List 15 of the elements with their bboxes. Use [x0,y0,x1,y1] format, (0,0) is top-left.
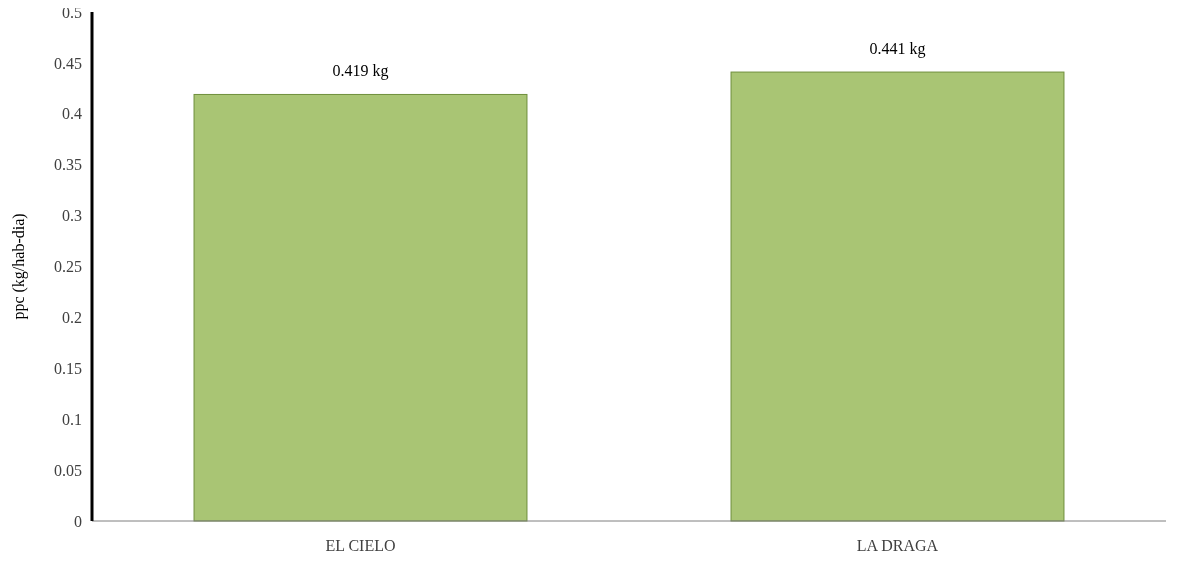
data-label: 0.419 kg [332,62,389,81]
y-tick-label: 0.25 [54,258,82,276]
y-tick-label: 0.15 [54,359,82,377]
y-tick-label: 0.3 [62,207,82,225]
data-label: 0.441 kg [869,40,926,59]
y-tick-label: 0.05 [54,461,82,479]
y-tick-label: 0.4 [62,105,82,123]
y-tick-label: 0 [74,512,82,530]
x-tick-label: LA DRAGA [856,537,939,554]
y-axis-title: ppc (kg/hab-dia) [10,213,28,320]
y-tick-label: 0.45 [54,54,82,72]
y-tick-label: 0.1 [62,410,82,428]
y-tick-label: 0.35 [54,156,82,174]
x-tick-label: EL CIELO [325,537,396,554]
y-tick-label: 0.2 [62,309,82,326]
